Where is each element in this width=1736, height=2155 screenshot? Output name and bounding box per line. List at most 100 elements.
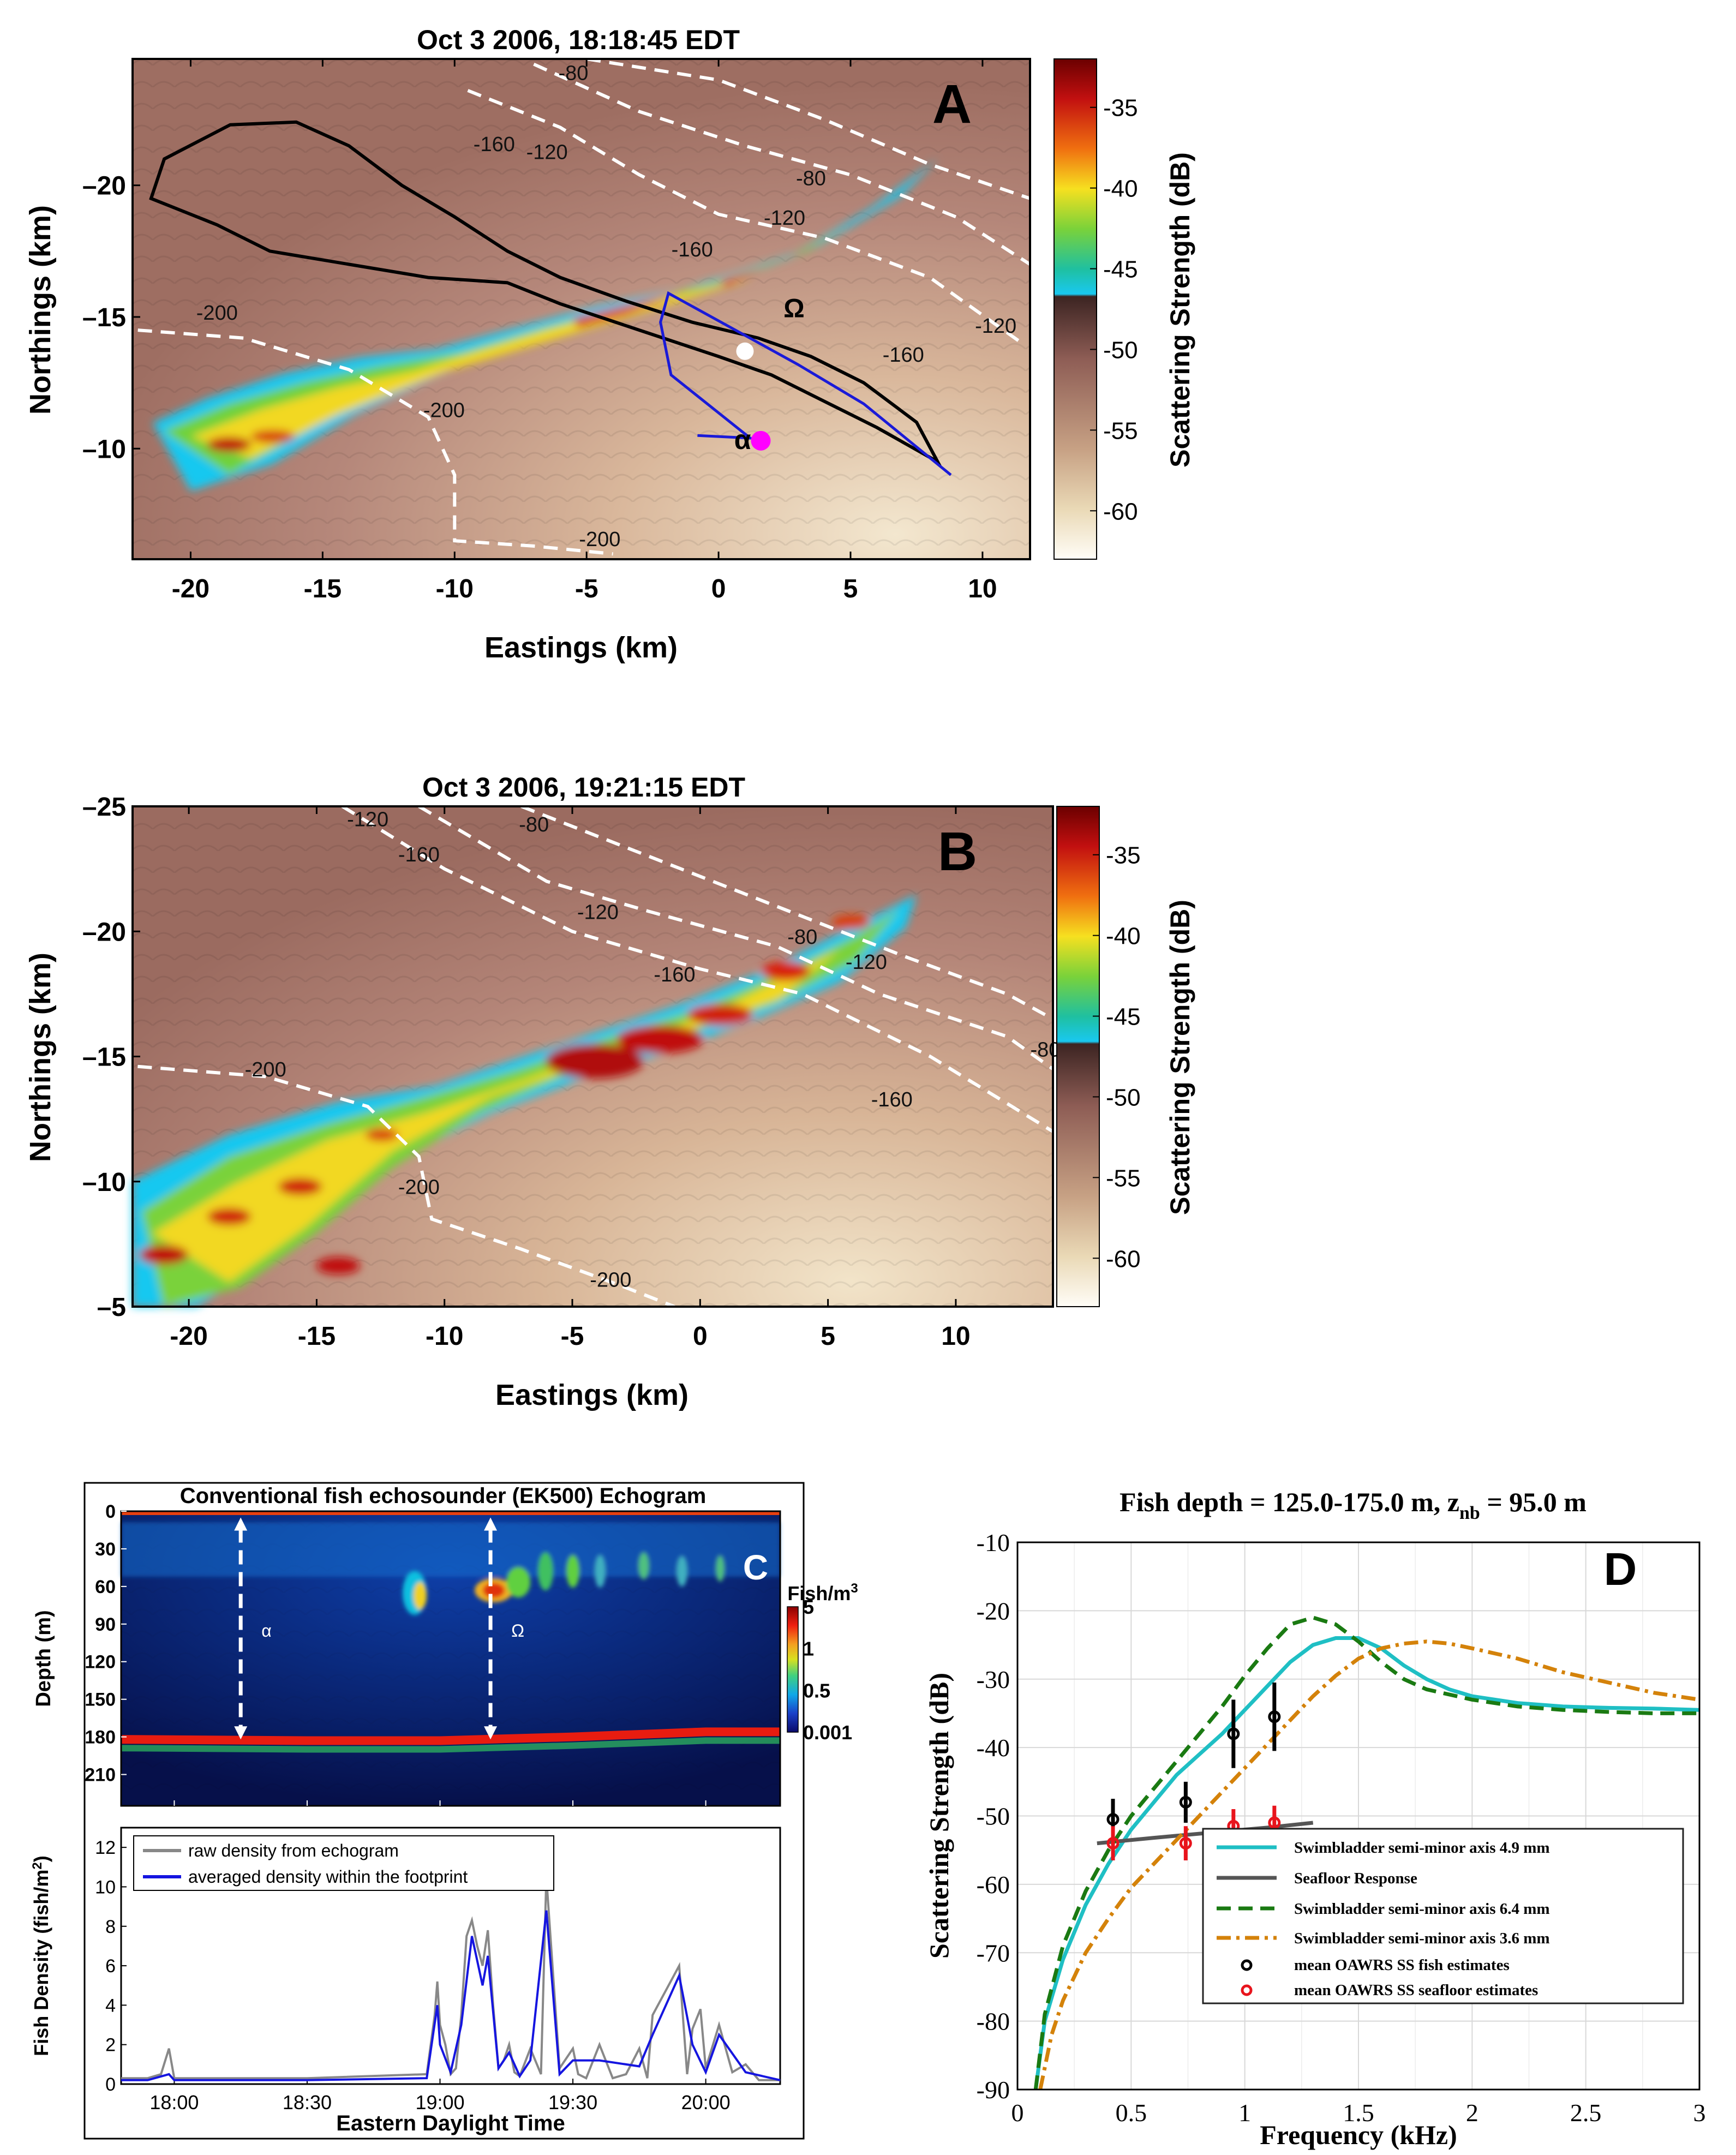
density-y-tick-label: 10: [95, 1877, 116, 1897]
density-y-tick-label: 4: [105, 1995, 116, 2016]
contour-label-2: -200: [196, 302, 238, 325]
x-tick-label: -15: [304, 574, 342, 603]
d-y-tick-label: -60: [977, 1871, 1010, 1899]
contour-label-0: -200: [590, 1268, 631, 1291]
panel-b-plot-area: -200 -200 -200 -160 -80 -160 -120 -120 -80 -160 -1…: [131, 805, 1061, 1308]
colorbar-tick-label: -55: [1103, 417, 1138, 444]
x-tick-label: -20: [170, 1322, 207, 1351]
contour-line-0: [137, 328, 613, 556]
legend-d-green-label: Swimbladder semi-minor axis 6.4 mm: [1294, 1900, 1550, 1918]
panel-b-contours: [137, 805, 1054, 1308]
panel-a-alpha-label: α: [734, 424, 751, 455]
d-x-tick-label: 0: [1011, 2099, 1024, 2127]
d-x-tick-label: 1.5: [1343, 2099, 1374, 2127]
contour-label-2: -200: [245, 1058, 286, 1081]
colorbar-tick-label: -55: [1106, 1165, 1141, 1192]
d-y-tick-label: -80: [977, 2008, 1010, 2036]
panel-c-alpha-label: α: [261, 1621, 272, 1641]
panel-a-colorbar-label: Scattering Strength (dB): [1165, 152, 1195, 468]
colorbar-c-tick-label: 0.5: [803, 1679, 830, 1702]
panel-a-letter: A: [932, 74, 972, 135]
panel-b-ylabel: Northings (km): [24, 953, 57, 1162]
contour-label-0: -200: [579, 528, 620, 551]
estimate-point: [1268, 1816, 1281, 1829]
panel-a-plot-area: -200 -200 -200 -160 -120 -160 -120 -80 -160 -120 -…: [131, 57, 1031, 560]
d-y-tick-label: -90: [977, 2076, 1010, 2104]
contour-label-7: -80: [796, 167, 826, 190]
panel-a-title: Oct 3 2006, 18:18:45 EDT: [417, 25, 740, 55]
panel-b-school-heat: [133, 895, 917, 1307]
panel-a-omega-marker: [736, 342, 754, 360]
panel-c-colorbar: Fish/m3 5 1 0.5 0.001: [787, 1581, 858, 1744]
x-tick-label: 0: [711, 574, 726, 603]
legend-d-seafloor-marker: [1241, 1984, 1253, 1996]
y-tick-label: –20: [82, 918, 126, 947]
panel-c-raw-density-line: [121, 1877, 780, 2081]
depth-tick-label: 180: [85, 1727, 116, 1748]
d-y-tick-label: -30: [977, 1666, 1010, 1693]
contour-line-0: [137, 1064, 675, 1308]
depth-tick-label: 60: [95, 1577, 116, 1597]
contour-label-5: -160: [654, 963, 695, 986]
colorbar-c-tick-label: 1: [803, 1638, 814, 1660]
density-y-tick-label: 2: [105, 2035, 116, 2056]
x-tick-label: -10: [436, 574, 474, 603]
panel-c-surface-line: [121, 1511, 780, 1515]
legend-d-orange-label: Swimbladder semi-minor axis 3.6 mm: [1294, 1930, 1550, 1947]
depth-tick-label: 0: [105, 1501, 116, 1522]
panel-b-contour-labels: -200 -200 -200 -160 -80 -160 -120 -120 -80 -160 -1…: [245, 809, 1061, 1292]
legend-d-fish-marker: [1241, 1959, 1253, 1971]
colorbar-tick-label: -45: [1103, 256, 1138, 283]
y-tick-label: –20: [82, 172, 126, 201]
estimate-point: [1106, 1813, 1120, 1826]
contour-label-11: -80: [519, 813, 549, 836]
panel-d: Fish depth = 125.0-175.0 m, znb = 95.0 m…: [924, 1487, 1706, 2150]
contour-label-9: -120: [526, 141, 568, 164]
colorbar-tick-label: -50: [1106, 1084, 1141, 1111]
panel-a-colorbar-gradient: [1053, 58, 1097, 560]
estimate-point: [1179, 1837, 1192, 1850]
panel-c-density-ylabel: Fish Density (fish/m2): [30, 1855, 52, 2056]
colorbar-tick-label: -40: [1103, 176, 1138, 202]
density-y-tick-label: 12: [95, 1837, 116, 1858]
legend-raw-label: raw density from echogram: [188, 1841, 399, 1860]
density-x-tick-label: 18:00: [149, 2091, 199, 2114]
colorbar-c-tick-label: 5: [803, 1596, 814, 1618]
d-y-tick-label: -20: [977, 1597, 1010, 1625]
colorbar-tick-label: -50: [1103, 337, 1138, 363]
contour-label-3: -160: [883, 344, 924, 367]
legend-d-cyan-label: Swimbladder semi-minor axis 4.9 mm: [1294, 1839, 1550, 1857]
panel-c-legend: raw density from echogram averaged densi…: [133, 1835, 554, 1891]
x-tick-label: 5: [843, 574, 858, 603]
colorbar-tick-label: -60: [1106, 1246, 1141, 1272]
x-tick-label: -5: [561, 1322, 584, 1351]
panel-b-colorbar-gradient: [1056, 806, 1100, 1307]
contour-label-8: -160: [474, 133, 515, 156]
density-y-tick-label: 6: [105, 1956, 116, 1977]
panel-c: Conventional fish echosounder (EK500) Ec…: [30, 1482, 858, 2140]
contour-line-3: [520, 805, 1054, 1021]
contour-label-7: -120: [577, 901, 619, 924]
panel-a-ylabel: Northings (km): [24, 205, 57, 415]
colorbar-tick-label: -35: [1103, 95, 1138, 122]
d-x-tick-label: 1: [1238, 2099, 1251, 2127]
panel-d-title: Fish depth = 125.0-175.0 m, znb = 95.0 m: [1120, 1487, 1587, 1523]
contour-line-2: [533, 62, 1031, 266]
y-tick-label: –5: [97, 1293, 126, 1322]
panel-c-colorbar-gradient: [787, 1606, 799, 1733]
depth-tick-label: 30: [95, 1539, 116, 1560]
d-y-tick-label: -40: [977, 1734, 1010, 1762]
panel-a-omega-label: Ω: [783, 295, 804, 324]
contour-label-9: -160: [398, 843, 440, 866]
panel-c-letter: C: [743, 1548, 768, 1587]
contour-label-3: -160: [871, 1088, 913, 1111]
contour-label-5: -160: [672, 238, 713, 261]
d-y-tick-label: -70: [977, 1939, 1010, 1967]
x-tick-label: 10: [968, 574, 997, 603]
density-x-tick-label: 18:30: [283, 2091, 332, 2114]
x-tick-label: 0: [693, 1322, 708, 1351]
y-tick-label: –10: [82, 1168, 126, 1197]
panel-a-school-outline: [149, 120, 942, 466]
legend-avg-label: averaged density within the footprint: [188, 1867, 468, 1887]
